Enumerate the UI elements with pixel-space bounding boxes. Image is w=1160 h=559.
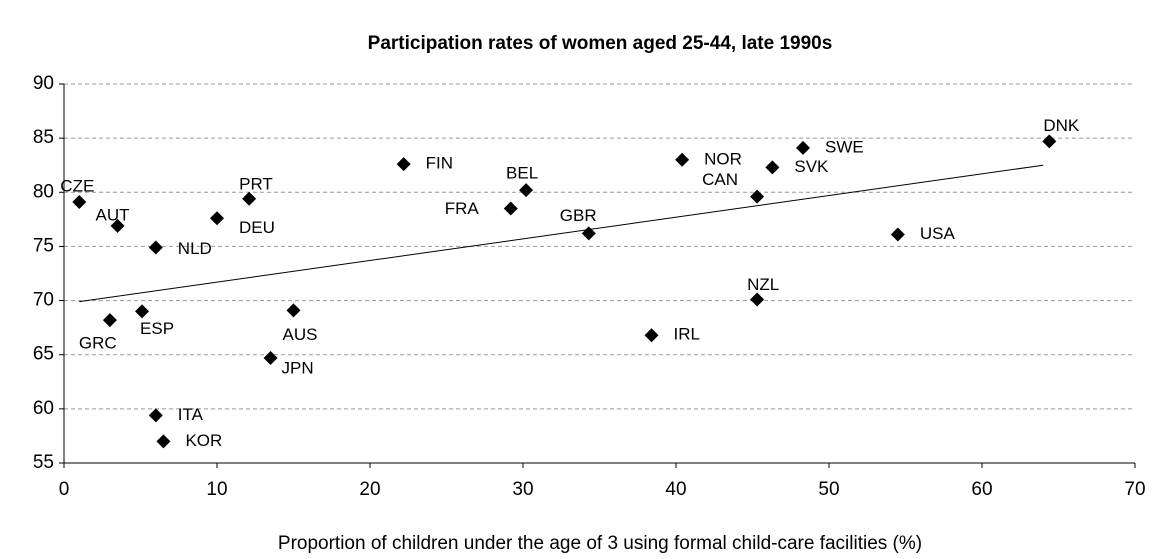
point [503, 201, 518, 216]
point [890, 227, 905, 242]
point-label: FIN [426, 154, 453, 173]
y-tick-label: 65 [33, 344, 54, 365]
point-label: CZE [60, 177, 94, 196]
point-label: ESP [140, 319, 174, 338]
point-label: PRT [239, 174, 273, 193]
point-label: GBR [560, 206, 597, 225]
x-tick-label: 30 [512, 479, 533, 500]
point [110, 218, 125, 233]
point-label: JPN [282, 358, 314, 377]
point [644, 328, 659, 343]
point [242, 191, 257, 206]
y-tick-label: 90 [33, 73, 54, 94]
chart-title: Participation rates of women aged 25-44,… [368, 33, 833, 54]
y-tick-label: 55 [33, 452, 54, 473]
x-tick-label: 40 [665, 479, 686, 500]
trendline [79, 164, 1044, 303]
point [396, 157, 411, 172]
point-label: NOR [704, 149, 742, 168]
point-label: USA [920, 224, 956, 243]
x-tick-label: 20 [359, 479, 380, 500]
point [263, 350, 278, 365]
y-tick-label: 70 [33, 290, 54, 311]
point [750, 189, 765, 204]
point-label: CAN [702, 170, 738, 189]
point [750, 292, 765, 307]
point-label: FRA [445, 199, 480, 218]
point-label: BEL [506, 164, 538, 183]
y-tick-label: 85 [33, 127, 54, 148]
point [581, 226, 596, 241]
point [519, 183, 534, 198]
point [675, 152, 690, 167]
point-label: DEU [239, 218, 275, 237]
point [135, 304, 150, 319]
x-tick-label: 0 [59, 479, 70, 500]
point [286, 303, 301, 318]
point [795, 140, 810, 155]
y-tick-label: 75 [33, 235, 54, 256]
point-label: NLD [178, 239, 212, 258]
y-tick-label: 80 [33, 181, 54, 202]
x-axis-label: Proportion of children under the age of … [278, 533, 922, 554]
x-tick-label: 50 [818, 479, 839, 500]
point [72, 195, 87, 210]
x-tick-label: 10 [206, 479, 227, 500]
point-label: SVK [794, 157, 829, 176]
point-label: SWE [825, 137, 864, 156]
point [148, 408, 163, 423]
y-tick-label: 60 [33, 398, 54, 419]
point-label: KOR [185, 431, 222, 450]
x-tick-label: 70 [1124, 479, 1145, 500]
point [1042, 134, 1057, 149]
point-label: GRC [79, 334, 117, 353]
point-label: NZL [747, 275, 779, 294]
point-label: DNK [1043, 116, 1080, 135]
x-tick-label: 60 [971, 479, 992, 500]
point-label: IRL [674, 325, 700, 344]
point [765, 160, 780, 175]
point-label: AUS [283, 325, 318, 344]
point [210, 211, 224, 226]
point-label: AUT [96, 205, 130, 224]
point-label: ITA [178, 405, 204, 424]
point [102, 313, 117, 328]
point [156, 434, 171, 449]
point [148, 240, 163, 255]
